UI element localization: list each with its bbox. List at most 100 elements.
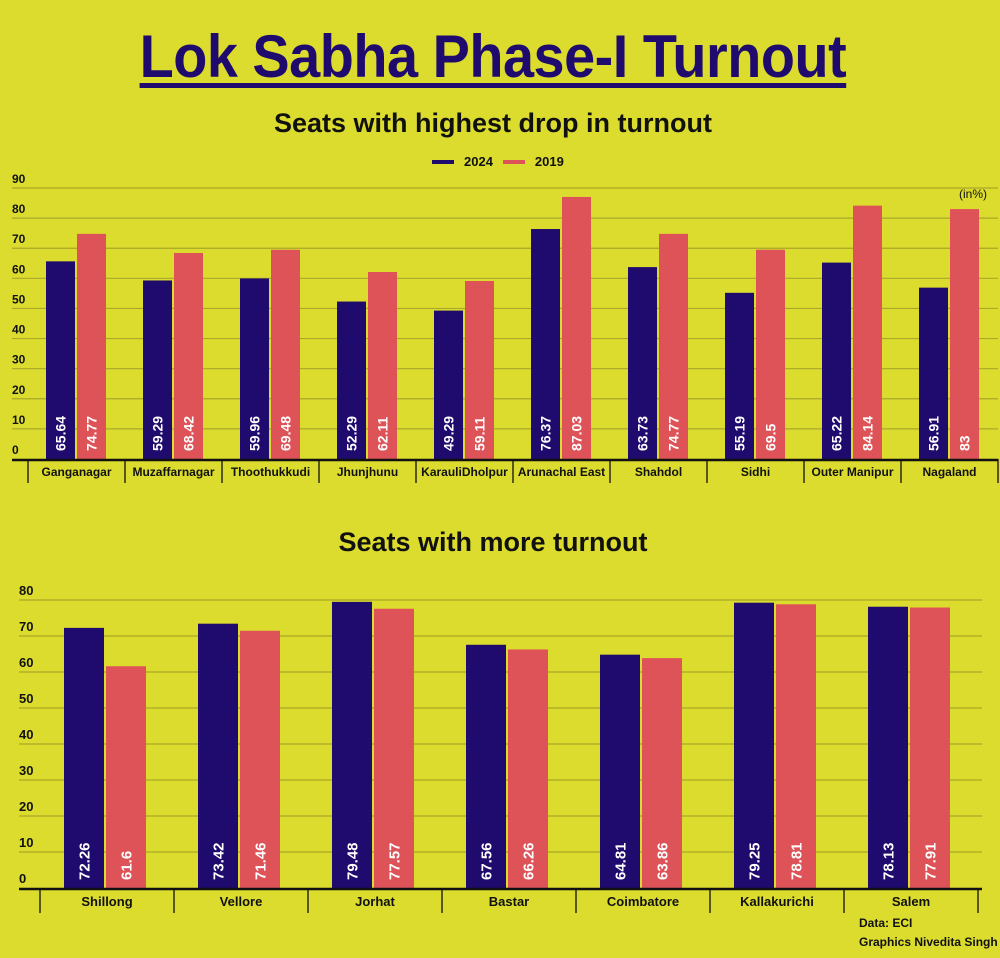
bar-2024 <box>332 601 372 888</box>
legend-label-2019: 2019 <box>534 154 564 169</box>
bar-2019 <box>174 252 203 459</box>
bar-2019 <box>776 604 816 888</box>
legend-label-2024: 2024 <box>464 154 493 169</box>
y-tick-label: 10 <box>12 413 26 427</box>
y-tick-label: 40 <box>19 727 33 742</box>
bar-value-label: 79.25 <box>746 842 763 880</box>
y-tick-label: 80 <box>19 583 33 598</box>
legend-swatch-2024 <box>432 159 454 164</box>
bar-2019 <box>642 658 682 888</box>
y-tick-label: 30 <box>12 353 26 367</box>
category-label: Ganganagar <box>41 465 111 479</box>
bar-2024 <box>600 654 640 888</box>
y-tick-label: 0 <box>19 871 26 886</box>
bar-value-label: 65.22 <box>829 416 845 451</box>
category-label: Nagaland <box>922 465 976 479</box>
bar-value-label: 83 <box>957 435 973 451</box>
category-label: Vellore <box>220 894 263 909</box>
bar-2024 <box>628 267 657 459</box>
bar-value-label: 55.19 <box>732 416 748 451</box>
y-tick-label: 40 <box>12 323 26 337</box>
chart1-title: Seats with highest drop in turnout <box>274 108 712 138</box>
bar-value-label: 77.91 <box>922 842 939 880</box>
y-tick-label: 50 <box>12 292 26 306</box>
bar-2019 <box>374 608 414 888</box>
chart2-title: Seats with more turnout <box>338 527 648 557</box>
bar-2024 <box>531 229 560 459</box>
y-tick-label: 0 <box>12 443 19 457</box>
unit-note: (in%) <box>959 187 987 201</box>
y-tick-label: 90 <box>12 172 26 186</box>
bar-value-label: 71.46 <box>252 842 269 880</box>
bar-2024 <box>919 287 948 459</box>
category-label: Arunachal East <box>518 465 605 479</box>
bar-value-label: 68.42 <box>181 416 197 451</box>
bar-value-label: 74.77 <box>84 416 100 451</box>
source-note: Data: ECI <box>859 916 913 930</box>
bar-2024 <box>466 644 506 888</box>
bar-2024 <box>822 262 851 459</box>
bar-2024 <box>46 261 75 459</box>
bar-value-label: 52.29 <box>344 416 360 451</box>
category-label: Jhunjhunu <box>337 465 398 479</box>
bar-value-label: 72.26 <box>76 842 93 880</box>
y-tick-label: 60 <box>19 655 33 670</box>
bar-2019 <box>853 205 882 459</box>
bar-2024 <box>434 310 463 459</box>
bar-value-label: 49.29 <box>441 416 457 451</box>
bar-2019 <box>106 666 146 888</box>
category-label: Bastar <box>489 894 529 909</box>
category-label: Outer Manipur <box>811 465 893 479</box>
category-label: Jorhat <box>355 894 395 909</box>
bar-2019 <box>271 249 300 459</box>
bar-value-label: 78.13 <box>880 842 897 880</box>
y-tick-label: 80 <box>12 202 26 216</box>
bar-value-label: 56.91 <box>926 416 942 451</box>
y-tick-label: 20 <box>12 383 26 397</box>
bar-value-label: 78.81 <box>788 842 805 880</box>
y-tick-label: 50 <box>19 691 33 706</box>
bar-2024 <box>64 627 104 888</box>
bar-2019 <box>368 271 397 459</box>
y-tick-label: 70 <box>12 232 26 246</box>
category-label: Muzaffarnagar <box>132 465 214 479</box>
bar-2024 <box>198 623 238 888</box>
bar-value-label: 61.6 <box>118 851 135 880</box>
legend-swatch-2019 <box>502 159 525 164</box>
bar-value-label: 59.11 <box>472 417 488 451</box>
chart1-plot: 0 10 20 30 40 50 60 70 80 90 65.64 74.77 Ganganagar 5… <box>12 172 999 483</box>
legend: 2024 2019 <box>432 154 574 169</box>
y-tick-label: 70 <box>19 619 33 634</box>
y-tick-label: 10 <box>19 835 33 850</box>
bar-value-label: 87.03 <box>569 416 585 451</box>
bar-2019 <box>465 281 494 459</box>
category-label: Kallakurichi <box>740 894 814 909</box>
bar-value-label: 59.96 <box>247 416 263 451</box>
bar-value-label: 74.77 <box>666 416 682 451</box>
credit-note: Graphics Nivedita Singh <box>859 935 998 949</box>
bar-value-label: 77.57 <box>386 842 403 880</box>
bar-2024 <box>143 280 172 459</box>
bar-value-label: 63.73 <box>635 416 651 451</box>
bar-2019 <box>950 209 979 459</box>
bar-value-label: 59.29 <box>150 416 166 451</box>
bar-2019 <box>240 630 280 888</box>
y-tick-label: 30 <box>19 763 33 778</box>
bar-value-label: 79.48 <box>344 842 361 880</box>
bar-value-label: 63.86 <box>654 842 671 880</box>
bar-value-label: 73.42 <box>210 842 227 880</box>
category-label: Coimbatore <box>607 894 679 909</box>
bar-2024 <box>337 301 366 459</box>
bar-2019 <box>508 649 548 888</box>
bar-2024 <box>868 606 908 888</box>
bar-2019 <box>910 607 950 888</box>
category-label: Salem <box>892 894 930 909</box>
bar-value-label: 69.48 <box>278 416 294 451</box>
category-label: Sidhi <box>741 465 770 479</box>
bar-2019 <box>756 249 785 459</box>
bar-2024 <box>240 278 269 459</box>
bar-value-label: 76.37 <box>538 416 554 451</box>
y-tick-label: 20 <box>19 799 33 814</box>
bar-value-label: 65.64 <box>53 416 69 451</box>
